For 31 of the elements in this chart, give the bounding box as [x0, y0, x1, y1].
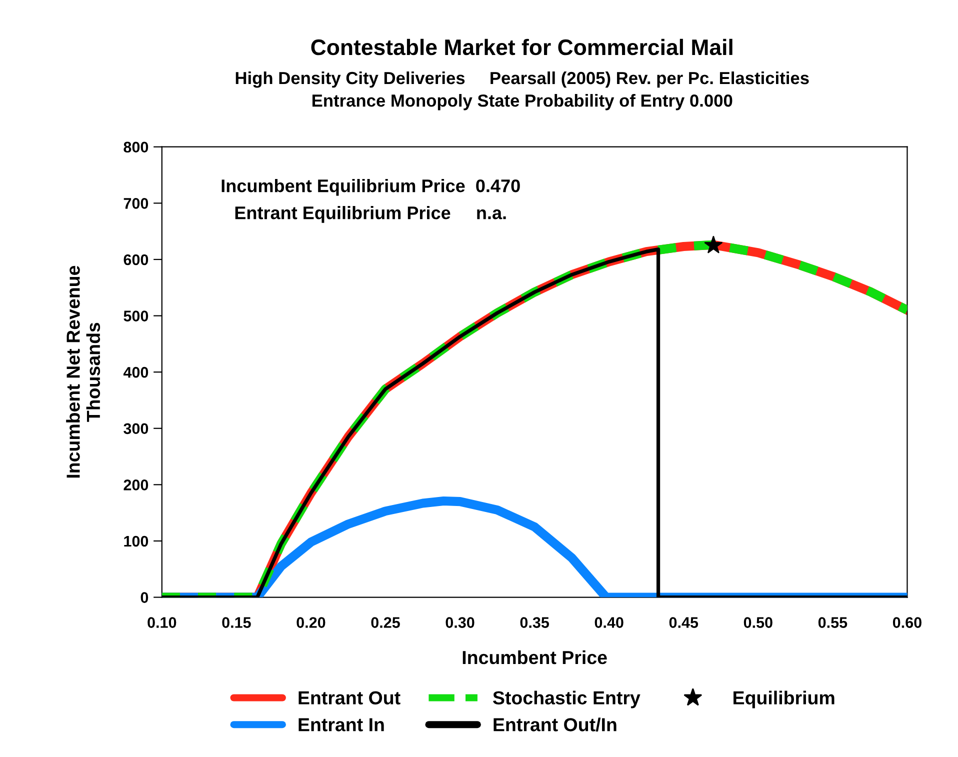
- y-tick-label: 400: [123, 366, 148, 378]
- x-tick-label: 0.15: [222, 617, 251, 628]
- x-tick-label: 0.30: [446, 617, 474, 628]
- x-tick-label: 0.40: [594, 617, 624, 628]
- legend-label: Equilibrium: [734, 690, 834, 708]
- x-tick-label: 0.50: [744, 617, 772, 628]
- annotation: Entrant Equilibrium Price n.a.: [235, 206, 506, 223]
- legend-label: Stochastic Entry: [493, 690, 640, 708]
- x-tick-label: 0.35: [520, 617, 550, 628]
- x-tick-label: 0.20: [296, 617, 326, 628]
- x-tick-label: 0.25: [371, 617, 400, 628]
- x-tick-label: 0.45: [669, 617, 698, 628]
- x-tick-label: 0.60: [892, 617, 922, 628]
- legend-label: Entrant Out: [298, 691, 400, 704]
- y-tick-label: 600: [124, 254, 148, 266]
- y-tick-label: 200: [124, 480, 148, 490]
- chart-title: Contestable Market for Commercial Mail: [311, 38, 732, 56]
- y-tick-label: 300: [124, 423, 148, 434]
- y-tick-label: 700: [124, 198, 148, 209]
- y-tick-label: 800: [124, 142, 148, 153]
- y-tick-label: 0: [140, 592, 148, 603]
- y-tick-label: 100: [124, 536, 148, 547]
- annotation: Incumbent Equilibrium Price 0.470: [222, 178, 520, 196]
- y-tick-label: 500: [124, 310, 148, 322]
- legend-label: Entrant In: [298, 718, 384, 732]
- x-axis-title: Incumbent Price: [462, 650, 607, 664]
- legend-label: Entrant Out/In: [494, 718, 616, 732]
- x-tick-label: 0.10: [148, 617, 176, 628]
- y-axis-title: Incumbent Net Revenue Thousands: [66, 266, 100, 478]
- x-tick-label: 0.55: [818, 617, 848, 628]
- chart-subtitle: High Density City Deliveries Pearsall (2005) Rev. per Pc. Elasticities Entrance Monopoly State Probability of Entry 0.000: [236, 71, 809, 110]
